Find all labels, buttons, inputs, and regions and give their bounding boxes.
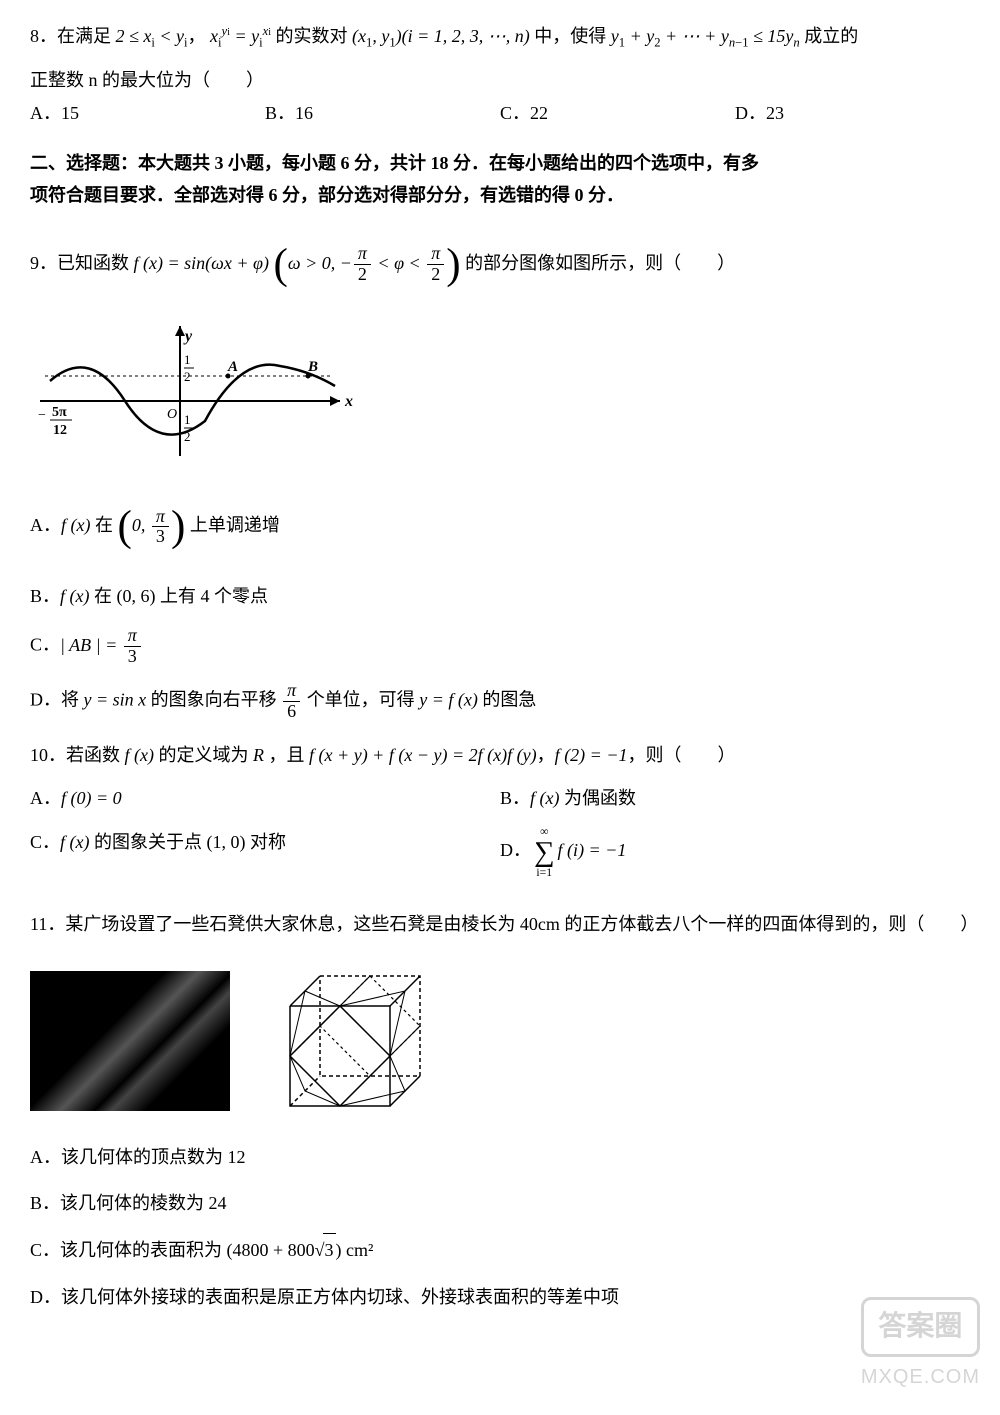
q9-opt-a: A．f (x) 在 (0, π3) 上单调递增 (30, 488, 970, 566)
svg-text:2: 2 (184, 429, 191, 444)
lparen-icon: ( (273, 241, 287, 288)
question-9: 9．已知函数 f (x) = sin(ωx + φ) (ω > 0, −π2 <… (30, 226, 970, 722)
watermark-text: 答案圈 (861, 1297, 980, 1357)
q8-num: 8． (30, 26, 57, 46)
q11-opt-b: B．该几何体的棱数为 24 (30, 1187, 970, 1219)
q8-opt-b: B．16 (265, 97, 500, 129)
q9-graph: O y x 1 2 1 2 − 5π 12 A B (30, 316, 970, 476)
q8-cond2: xiyi = yixi (210, 26, 271, 46)
q8-opt-d: D．23 (735, 97, 970, 129)
question-11: 11．某广场设置了一些石凳供大家休息，这些石凳是由棱长为 40cm 的正方体截去… (30, 908, 970, 1313)
q10-options: A．f (0) = 0 B．f (x) 为偶函数 C．f (x) 的图象关于点 … (30, 782, 970, 891)
q8-options: A．15 B．16 C．22 D．23 (30, 97, 970, 129)
svg-text:O: O (167, 407, 177, 422)
watermark: 答案圈 MXQE.COM (861, 1297, 980, 1395)
q8-opt-a: A．15 (30, 97, 265, 129)
q8-line2: 正整数 n 的最大位为（ ） (30, 64, 970, 96)
stone-bench-photo (30, 971, 230, 1111)
q10-opt-c: C．f (x) 的图象关于点 (1, 0) 对称 (30, 826, 500, 878)
q10-opt-b: B．f (x) 为偶函数 (500, 782, 970, 814)
q10-opt-d: D．∞∑i=1f (i) = −1 (500, 826, 970, 878)
truncated-cube-icon (260, 956, 430, 1126)
q9-stem: 9．已知函数 f (x) = sin(ωx + φ) (ω > 0, −π2 <… (30, 226, 970, 304)
svg-text:5π: 5π (52, 405, 67, 420)
rparen-icon: ) (446, 241, 460, 288)
q11-options: A．该几何体的顶点数为 12 B．该几何体的棱数为 24 C．该几何体的表面积为… (30, 1141, 970, 1314)
svg-text:A: A (227, 359, 238, 375)
svg-text:y: y (183, 328, 193, 345)
svg-text:1: 1 (184, 352, 191, 367)
q10-opt-a: A．f (0) = 0 (30, 782, 500, 814)
question-10: 10．若函数 f (x) 的定义域为 R ，且 f (x + y) + f (x… (30, 739, 970, 890)
watermark-url: MXQE.COM (861, 1359, 980, 1395)
q9-opt-d: D．将 y = sin x 的图象向右平移 π6 个单位，可得 y = f (x… (30, 681, 970, 722)
svg-text:1: 1 (184, 412, 191, 427)
q11-opt-d: D．该几何体外接球的表面积是原正方体内切球、外接球表面积的等差中项 (30, 1281, 970, 1313)
question-8: 8．在满足 2 ≤ xi < yi， xiyi = yixi 的实数对 (x1,… (30, 20, 970, 129)
q9-options: A．f (x) 在 (0, π3) 上单调递增 B．f (x) 在 (0, 6)… (30, 488, 970, 721)
q8-cond1: 2 ≤ xi < yi (116, 26, 188, 46)
svg-text:B: B (307, 359, 318, 375)
section-2-header: 二、选择题：本大题共 3 小题，每小题 6 分，共计 18 分．在每小题给出的四… (30, 147, 970, 212)
q10-stem: 10．若函数 f (x) 的定义域为 R ，且 f (x + y) + f (x… (30, 739, 970, 771)
q11-opt-a: A．该几何体的顶点数为 12 (30, 1141, 970, 1173)
q8-stem: 8．在满足 2 ≤ xi < yi， xiyi = yixi 的实数对 (x1,… (30, 20, 970, 54)
q11-opt-c: C．该几何体的表面积为 (4800 + 800√3) cm² (30, 1233, 970, 1266)
q11-stem: 11．某广场设置了一些石凳供大家休息，这些石凳是由棱长为 40cm 的正方体截去… (30, 908, 970, 940)
q9-opt-b: B．f (x) 在 (0, 6) 上有 4 个零点 (30, 580, 970, 612)
svg-text:2: 2 (184, 369, 191, 384)
svg-text:12: 12 (53, 423, 67, 438)
q9-opt-c: C．| AB | = π3 (30, 626, 970, 667)
q11-images (30, 956, 970, 1126)
q8-opt-c: C．22 (500, 97, 735, 129)
svg-text:x: x (344, 393, 353, 410)
sine-graph-icon: O y x 1 2 1 2 − 5π 12 A B (30, 316, 360, 466)
svg-text:−: − (38, 408, 46, 423)
